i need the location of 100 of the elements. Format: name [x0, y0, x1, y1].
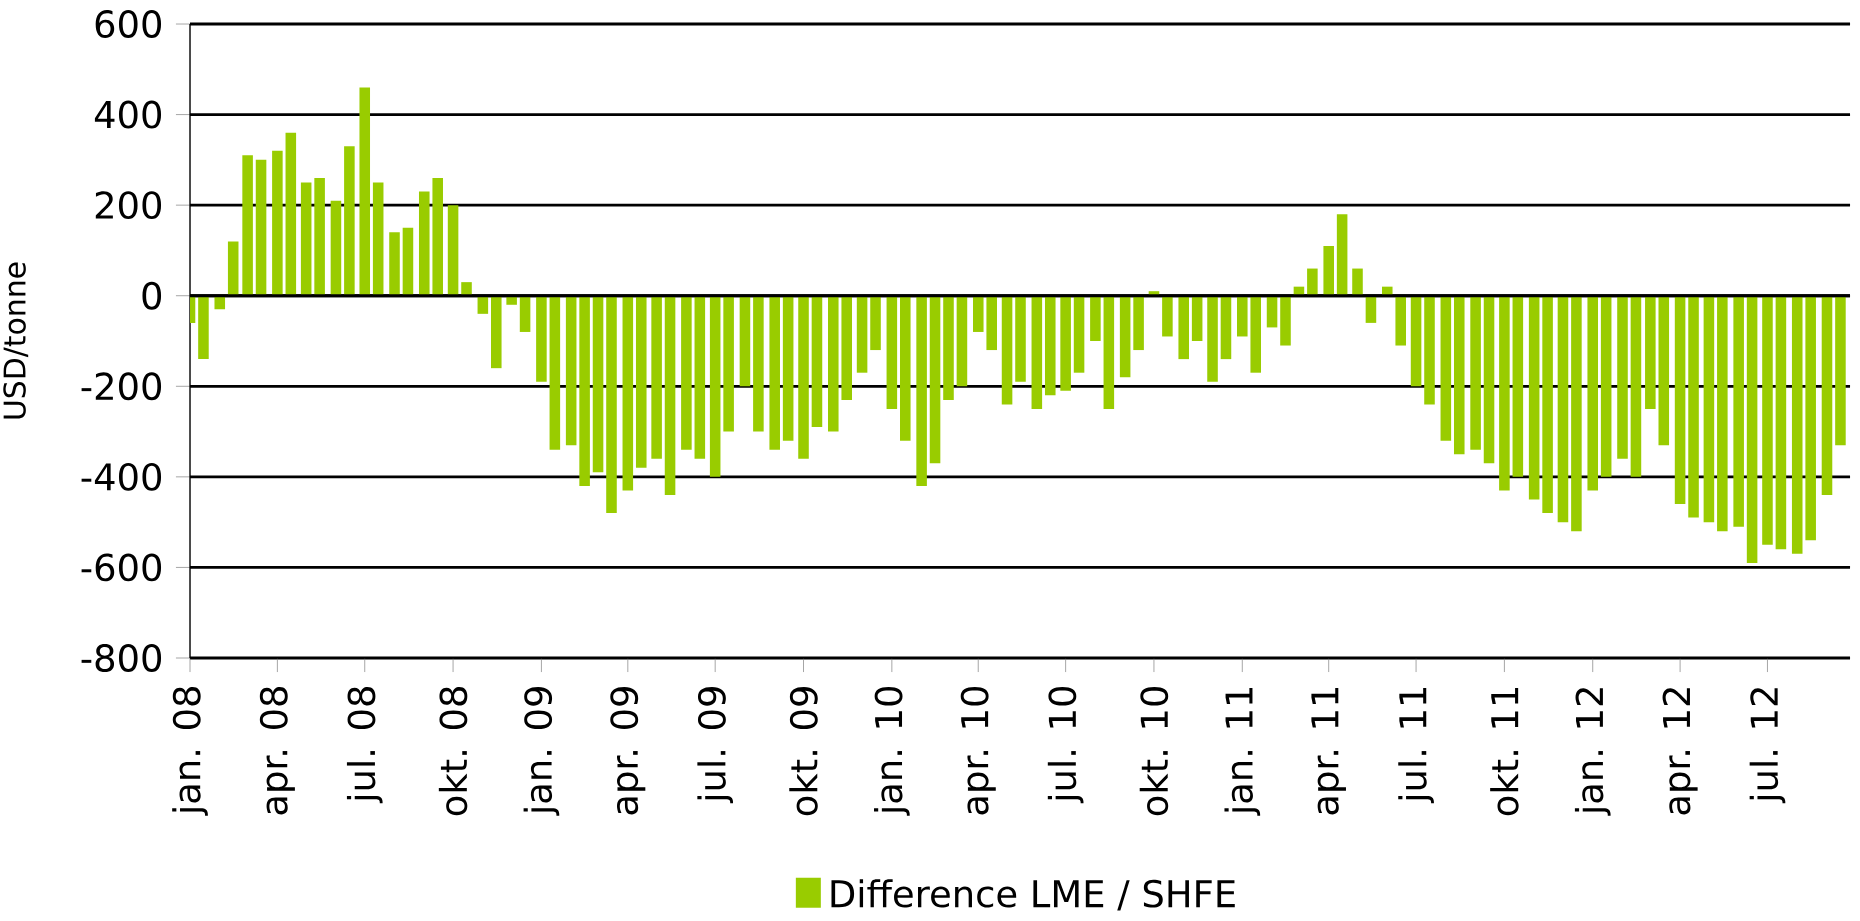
bar	[214, 295, 226, 310]
bar	[1674, 295, 1686, 505]
y-tick-label: -800	[81, 644, 162, 672]
bar	[402, 227, 414, 296]
y-axis-title: USD/tonne	[3, 262, 29, 419]
bar	[1323, 245, 1334, 296]
bar	[1717, 295, 1728, 532]
bar	[389, 232, 400, 296]
bar	[359, 87, 371, 296]
bar	[1015, 295, 1026, 382]
bar	[870, 295, 881, 351]
bar	[330, 200, 342, 296]
bar	[418, 191, 430, 296]
bar	[372, 182, 384, 296]
bar	[1528, 295, 1540, 500]
bar	[432, 177, 443, 296]
bar	[198, 295, 209, 360]
x-tick-label: apr. 08	[259, 687, 295, 815]
bar	[536, 295, 547, 382]
x-tick-label: apr. 11	[1311, 687, 1346, 815]
x-tick-label: okt. 10	[1139, 686, 1169, 816]
x-tick-label: jul. 08	[346, 687, 383, 804]
bar	[1645, 295, 1656, 409]
bar	[1775, 295, 1787, 550]
bar	[841, 295, 853, 400]
x-tick-label: jan. 09	[523, 687, 560, 816]
bar	[592, 295, 604, 473]
y-tick-label: -200	[81, 372, 162, 401]
y-tick-label: -400	[81, 462, 162, 491]
x-tick-label: jul. 10	[1047, 686, 1084, 804]
bar	[986, 295, 997, 351]
bar	[314, 177, 325, 296]
bar	[1440, 295, 1452, 441]
bar	[1746, 295, 1758, 563]
bar	[272, 150, 283, 296]
bar	[1307, 268, 1318, 296]
y-tick-label: 600	[95, 10, 162, 38]
bar	[1336, 214, 1348, 296]
bar	[1821, 295, 1833, 495]
legend-label: Difference LME / SHFE	[831, 879, 1235, 911]
y-tick-label: 0	[142, 281, 162, 310]
x-tick-label: apr. 09	[610, 687, 646, 815]
bar	[344, 146, 355, 296]
bar	[1001, 295, 1013, 405]
bar	[1250, 295, 1262, 373]
bar	[1178, 295, 1189, 360]
bar	[519, 295, 531, 332]
bar	[447, 205, 459, 296]
bar	[694, 295, 706, 459]
bar	[916, 295, 927, 486]
x-tick-label: apr. 12	[1662, 688, 1698, 815]
bar	[579, 295, 590, 486]
bar	[886, 295, 898, 409]
bar	[1587, 295, 1599, 491]
bar	[753, 295, 764, 432]
bar	[1470, 295, 1481, 450]
bar	[491, 295, 502, 369]
bar	[255, 159, 267, 296]
bar	[1557, 295, 1569, 523]
bar	[1044, 295, 1056, 396]
bar	[1630, 295, 1642, 477]
bar	[900, 295, 911, 441]
x-tick-label: jul. 09	[697, 687, 734, 804]
bar	[929, 295, 941, 464]
x-tick-label: apr. 10	[960, 686, 996, 815]
bar	[956, 295, 968, 387]
bar	[285, 132, 297, 296]
bar	[1453, 295, 1465, 455]
bar	[681, 295, 692, 450]
bar	[1133, 295, 1144, 351]
bar	[1395, 295, 1406, 346]
bar	[943, 295, 954, 400]
bar	[1162, 295, 1173, 337]
x-tick-label: jan. 12	[1574, 688, 1611, 816]
y-tick-label: 200	[95, 191, 162, 220]
bar	[1365, 295, 1377, 323]
bar	[622, 295, 634, 491]
bar	[1805, 295, 1816, 541]
bar	[635, 295, 647, 468]
bar	[1207, 295, 1218, 382]
bar	[1658, 295, 1670, 446]
bar	[664, 295, 676, 495]
x-tick-label: jan. 11	[1224, 687, 1261, 816]
bar	[1733, 295, 1744, 527]
x-tick-label: jul. 11	[1398, 687, 1434, 804]
bar	[723, 295, 734, 432]
bar	[1542, 295, 1553, 514]
bar	[1410, 295, 1422, 387]
bar	[739, 295, 751, 387]
bar	[709, 295, 721, 477]
bar	[1762, 295, 1773, 545]
y-tick-label: -600	[81, 553, 162, 582]
bar	[461, 282, 472, 296]
x-tick-label: jul. 12	[1749, 688, 1786, 804]
x-tick-label: okt. 11	[1490, 687, 1519, 816]
bar	[1280, 295, 1291, 346]
bar	[1835, 295, 1846, 446]
bar	[242, 155, 253, 296]
bar	[782, 295, 794, 441]
bar	[565, 295, 577, 446]
